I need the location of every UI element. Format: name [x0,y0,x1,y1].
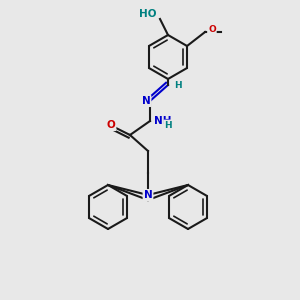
Text: NH: NH [154,116,172,126]
Text: N: N [142,96,150,106]
Text: H: H [164,121,172,130]
Text: H: H [174,80,182,89]
Text: HO: HO [140,9,157,19]
Text: N: N [144,190,152,200]
Text: O: O [208,26,216,34]
Text: O: O [106,120,116,130]
